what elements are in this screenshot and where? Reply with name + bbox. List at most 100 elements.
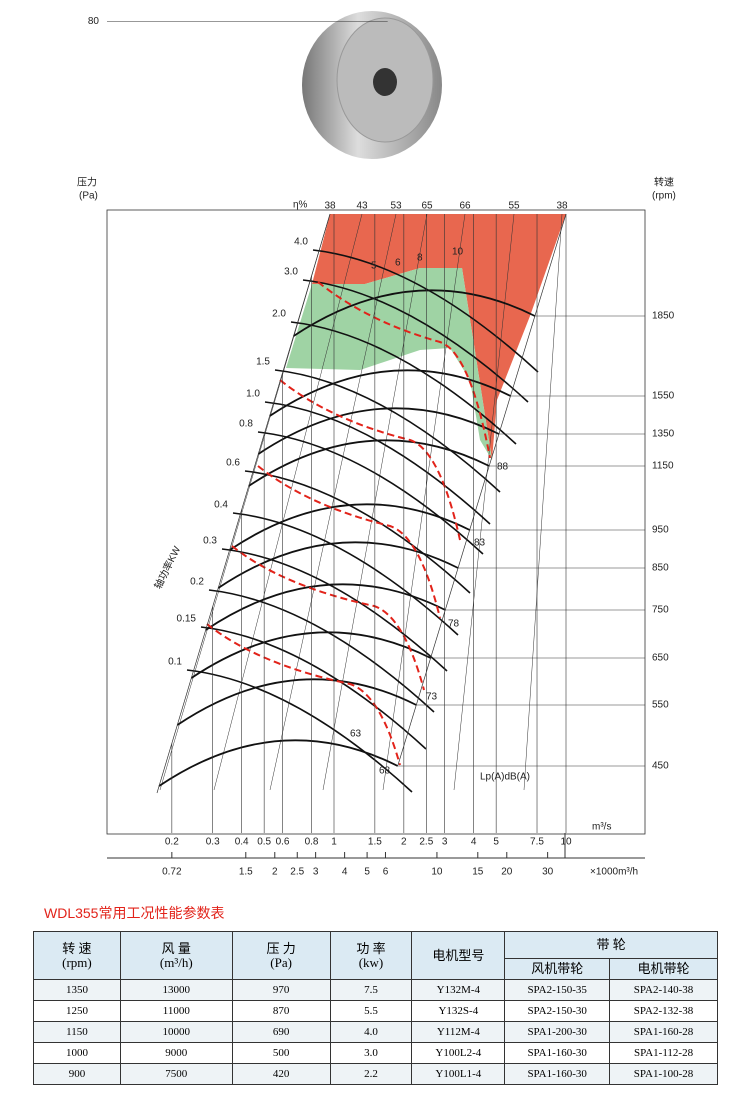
x2-tick-label: 6 [383,867,389,878]
pressure-curve [229,503,471,551]
table-row: 1150 10000 690 4.0 Y112M-4 SPA1-200-30 SPA1-16… [33,1021,718,1043]
x-tick-label: 0.3 [206,837,220,848]
x-tick-label: 2 [401,837,407,848]
power-curve [290,321,517,445]
header-cell: 风 量 (m³/h) [119,931,233,980]
y2-tick-label: 650 [652,653,669,664]
dashed-curve [279,379,461,541]
table-cell: SPA2-150-30 [504,1000,611,1022]
x2-tick-label: 1.5 [239,867,253,878]
power-label: 1.0 [246,389,260,400]
pressure-curve [190,631,432,679]
table-row: 900 7500 420 2.2 Y100L1-4 SPA1-160-30 SPA1-100… [33,1063,718,1085]
power-label: 0.3 [203,536,217,547]
power-curve [186,669,413,793]
spec-table: 转 速 (rpm) 风 量 (m³/h) 压 力 (Pa) 功 率 (kw) 电机型号 … [33,931,718,1085]
pressure-curve [269,369,511,417]
table-cell: Y100L1-4 [411,1063,506,1085]
table-cell: Y132M-4 [411,979,506,1001]
x2-axis-unit: ×1000m³/h [590,867,638,878]
x-tick-label: 4 [471,837,477,848]
noise-title: Lp(A)dB(A) [480,772,530,783]
pressure-curve [217,541,459,589]
power-label: 0.8 [239,419,253,430]
table-title: WDL355常用工况性能参数表 [44,905,225,921]
noise-label: 88 [497,462,509,473]
table-cell: 7500 [119,1063,233,1085]
efficiency-line [213,213,363,791]
table-cell: 11000 [119,1000,233,1022]
y2-tick-label: 550 [652,700,669,711]
x-tick-label: 0.4 [235,837,249,848]
dashed-curve [231,545,425,691]
axis-unit: (Pa) [79,191,98,202]
power-label: 5 [371,261,377,272]
noise-label: 63 [350,729,362,740]
y-tick-label: 80 [88,16,100,27]
power-curve [312,249,539,373]
pressure-curve [248,439,490,487]
x2-tick-label: 0.72 [162,867,182,878]
table-cell: SPA1-160-30 [504,1063,611,1085]
pressure-curve [205,583,446,631]
power-label: 0.2 [190,577,204,588]
table-cell: 500 [231,1042,331,1064]
table-cell: 13000 [119,979,233,1001]
axis-unit: (rpm) [652,191,676,202]
red-zone [312,214,566,460]
noise-label: 73 [426,692,438,703]
table-cell: 10000 [119,1021,233,1043]
header-cell: 功 率 (kw) [329,931,413,980]
power-label: 10 [452,247,464,258]
x-tick-label: 0.2 [165,837,179,848]
power-label: 6 [395,258,401,269]
table-cell: SPA2-150-35 [504,979,611,1001]
table-cell: 4.0 [329,1021,413,1043]
x-tick-label: 7.5 [530,837,544,848]
dashed-curve [317,281,491,459]
y2-tick-label: 1350 [652,429,675,440]
x-tick-label: 2.5 [419,837,433,848]
dashed-curve [257,465,441,619]
fan-wheel-image [302,11,442,159]
table-cell: 690 [231,1021,331,1043]
pressure-curve [257,407,500,455]
power-label: 3.0 [284,267,298,278]
efficiency-value: 38 [324,201,336,212]
x2-tick-label: 4 [342,867,348,878]
diagram: 压力(Pa)转速(rpm)250020001700150010009007006… [77,11,676,878]
table-cell: SPA1-160-28 [609,1021,718,1043]
y2-tick-label: 1150 [652,461,674,472]
efficiency-line [523,213,563,791]
efficiency-line [453,213,515,791]
power-label: 0.1 [168,657,182,668]
efficiency-label: η% [293,200,308,211]
pressure-curve [158,739,399,787]
power-curve [264,401,491,525]
power-label: 0.4 [214,500,228,511]
power-label: 4.0 [294,237,308,248]
efficiency-value: 53 [390,201,402,212]
x2-tick-label: 10 [431,867,443,878]
table-row: 1250 11000 870 5.5 Y132S-4 SPA2-150-30 SPA2-13… [33,1000,718,1022]
x-tick-label: 3 [442,837,448,848]
table-cell: 7.5 [329,979,413,1001]
power-label: 0.15 [177,614,197,625]
table-row: 1000 9000 500 3.0 Y100L2-4 SPA1-160-30 SPA1-11… [33,1042,718,1064]
y2-tick-label: 850 [652,563,669,574]
table-cell: Y112M-4 [411,1021,506,1043]
table-cell: SPA1-100-28 [609,1063,718,1085]
x2-tick-label: 2.5 [290,867,304,878]
x-tick-label: 5 [493,837,499,848]
power-curve [257,431,484,555]
table-cell: SPA1-200-30 [504,1021,611,1043]
pressure-curve [293,289,536,337]
green-zone [286,268,492,460]
x-tick-label: 0.5 [257,837,271,848]
table-cell: 870 [231,1000,331,1022]
boundary [397,213,567,766]
table-cell: SPA2-140-38 [609,979,718,1001]
header-cell: 风机带轮 [504,958,611,980]
y2-tick-label: 1550 [652,391,675,402]
